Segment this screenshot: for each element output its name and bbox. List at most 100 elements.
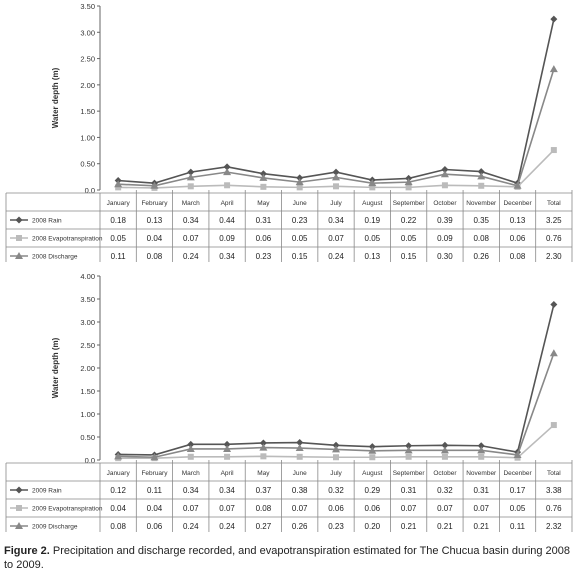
data-label: 0.76 [546, 234, 562, 243]
data-label: 0.09 [219, 234, 235, 243]
data-label: 0.08 [473, 234, 489, 243]
data-label: 3.38 [546, 486, 562, 495]
data-label: 0.06 [328, 504, 344, 513]
data-label: 0.07 [328, 234, 344, 243]
data-label: 0.37 [256, 486, 272, 495]
data-point [332, 168, 340, 176]
legend-label: 2009 Rain [32, 488, 62, 495]
data-point [332, 445, 340, 453]
data-point [368, 446, 377, 454]
data-label: 0.05 [292, 234, 308, 243]
data-label: 0.23 [328, 522, 344, 531]
series-2009-discharge [114, 349, 558, 461]
category-label: November [466, 200, 497, 207]
category-label: May [257, 470, 270, 477]
data-label: 0.34 [183, 216, 199, 225]
data-point [260, 453, 267, 460]
data-label: 0.24 [183, 522, 199, 531]
data-point [295, 178, 304, 186]
series-line [118, 18, 555, 185]
data-label: 0.15 [401, 252, 417, 261]
category-label: March [182, 200, 200, 207]
data-label: 2.30 [546, 252, 562, 261]
category-label: June [293, 470, 307, 477]
y-tick-label: 0.0 [85, 456, 95, 465]
series-line [118, 424, 555, 459]
data-label: 0.32 [437, 486, 453, 495]
data-point [224, 182, 231, 189]
data-label: 0.06 [256, 234, 272, 243]
data-point [296, 184, 303, 191]
data-point [477, 172, 486, 180]
category-label: Decenber [503, 200, 532, 207]
data-label: 0.15 [292, 252, 308, 261]
data-label: 0.08 [256, 504, 272, 513]
series-line [118, 304, 555, 456]
data-label: 0.18 [110, 216, 126, 225]
data-label: 0.11 [147, 486, 163, 495]
y-tick-label: 1.50 [80, 387, 95, 396]
data-point [550, 15, 558, 23]
category-label: April [221, 470, 235, 477]
data-label: 0.34 [328, 216, 344, 225]
data-point [441, 182, 448, 189]
y-tick-label: 2.50 [80, 55, 95, 64]
y-tick-label: 2.00 [80, 364, 95, 373]
data-label: 0.08 [147, 252, 163, 261]
series-2009-rain [114, 301, 558, 459]
series-2008-rain [114, 15, 558, 187]
category-label: September [393, 470, 426, 477]
data-label: 0.12 [110, 486, 126, 495]
data-label: 0.23 [292, 216, 308, 225]
data-point [440, 446, 449, 454]
data-label: 0.31 [473, 486, 489, 495]
series-2009-evapotranspiration [115, 422, 557, 462]
data-label: 0.07 [401, 504, 417, 513]
category-label: November [466, 470, 497, 477]
data-label: 0.29 [365, 486, 381, 495]
y-tick-label: 2.00 [80, 81, 95, 90]
caption-text: Precipitation and discharge recorded, an… [4, 545, 571, 571]
category-label: March [182, 470, 200, 477]
data-point [187, 453, 194, 460]
category-label: February [141, 470, 168, 477]
data-label: 0.19 [365, 216, 381, 225]
chart-2008: Water depth (m) 0.0 0.50 1.00 1.50 2.00 2.50 3.… [0, 0, 580, 262]
data-point [441, 165, 449, 173]
category-label: October [433, 200, 457, 207]
caption-label: Figure 2. [4, 545, 50, 557]
data-label: 0.05 [110, 234, 126, 243]
data-point [259, 439, 267, 447]
data-label: 0.26 [292, 522, 308, 531]
series-2008-discharge [114, 65, 558, 189]
data-point [477, 442, 485, 450]
data-label: 0.34 [219, 486, 235, 495]
category-label: August [362, 200, 382, 207]
chart-2009-svg: Water depth (m) 0.0 0.50 1.00 1.50 2.00 2.50 3.… [5, 272, 573, 532]
category-label: April [221, 200, 235, 207]
data-point [187, 183, 194, 190]
data-point [224, 453, 231, 460]
data-label: 0.04 [147, 504, 163, 513]
data-label: 0.32 [328, 486, 344, 495]
data-label: 0.31 [401, 486, 417, 495]
data-label: 0.23 [256, 252, 272, 261]
data-point [404, 178, 413, 186]
data-label: 0.13 [147, 216, 163, 225]
y-axis-label: Water depth (m) [51, 337, 60, 398]
data-point [368, 443, 376, 451]
data-point [115, 184, 122, 191]
data-point [405, 453, 412, 460]
data-label: 0.05 [401, 234, 417, 243]
data-label: 0.08 [110, 522, 126, 531]
legend-marker [15, 522, 23, 529]
category-label: January [107, 470, 131, 477]
data-label: 0.34 [183, 486, 199, 495]
data-label: 0.24 [219, 522, 235, 531]
data-label: 0.44 [219, 216, 235, 225]
chart-2008-svg: Water depth (m) 0.0 0.50 1.00 1.50 2.00 2.50 3.… [5, 2, 573, 262]
series-line [118, 353, 555, 459]
data-point [259, 443, 268, 451]
data-point [478, 453, 485, 460]
data-point [550, 422, 557, 429]
